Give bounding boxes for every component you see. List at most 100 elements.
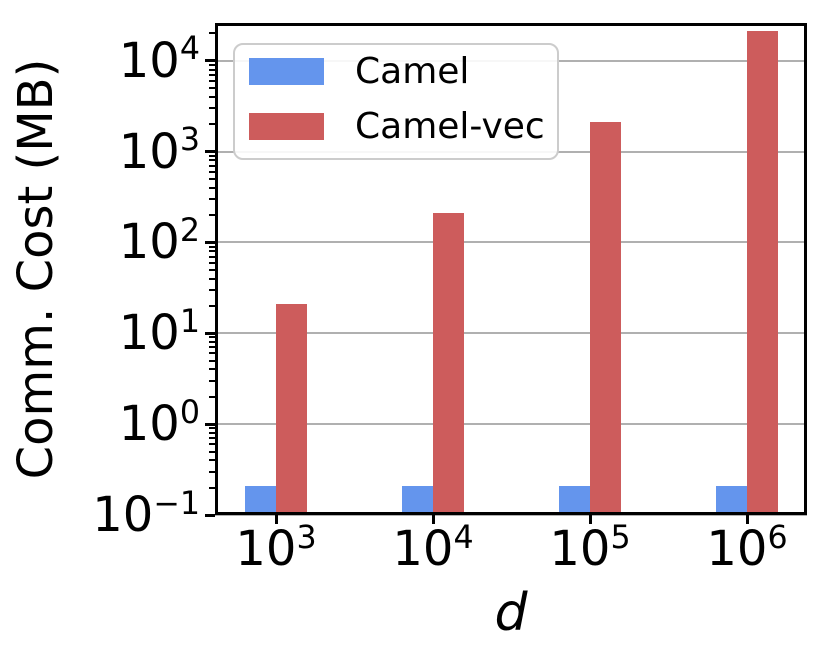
y-minor-tick bbox=[209, 450, 215, 453]
gridline-1e2 bbox=[215, 241, 807, 244]
y-minor-tick bbox=[209, 336, 215, 339]
y-minor-tick bbox=[209, 288, 215, 291]
y-minor-tick bbox=[209, 379, 215, 382]
y-tick-label-1e4-base: 10 bbox=[118, 32, 180, 89]
legend-row-0: Camel bbox=[249, 53, 557, 89]
bar-camel-10^6 bbox=[716, 485, 747, 515]
bar-camel-vec-10^4 bbox=[433, 213, 464, 515]
y-minor-tick bbox=[209, 214, 215, 217]
y-minor-tick bbox=[209, 95, 215, 98]
y-tick-label-1e1: 101 bbox=[119, 306, 200, 357]
x-major-tick-10^5 bbox=[588, 515, 592, 524]
y-tick-label-1e0: 100 bbox=[119, 397, 200, 448]
y-minor-tick bbox=[209, 427, 215, 430]
bar-camel-10^5 bbox=[559, 485, 590, 515]
y-tick-label-1e4: 104 bbox=[119, 33, 200, 84]
legend-label-camel-vec: Camel-vec bbox=[355, 105, 545, 147]
x-tick-label-10^3-base: 10 bbox=[235, 521, 297, 577]
legend-label-camel: Camel bbox=[355, 50, 470, 92]
y-minor-tick bbox=[209, 431, 215, 434]
y-minor-tick bbox=[209, 107, 215, 110]
y-major-tick-1e0 bbox=[205, 422, 215, 426]
y-tick-label-1e3-base: 10 bbox=[118, 123, 180, 180]
y-minor-tick bbox=[209, 352, 215, 355]
y-major-tick-1e3 bbox=[205, 150, 215, 154]
bar-camel-vec-10^6 bbox=[747, 31, 778, 515]
y-minor-tick bbox=[209, 486, 215, 489]
x-tick-label-10^5: 105 bbox=[549, 522, 630, 573]
x-tick-label-10^3: 103 bbox=[235, 522, 316, 573]
y-minor-tick bbox=[209, 87, 215, 90]
y-axis-label-text: Comm. Cost (MB) bbox=[8, 58, 64, 480]
y-minor-tick bbox=[209, 79, 215, 82]
x-major-tick-10^6 bbox=[745, 515, 749, 524]
x-axis-label: d bbox=[494, 583, 528, 643]
y-minor-tick bbox=[209, 368, 215, 371]
y-minor-tick bbox=[209, 32, 215, 35]
y-minor-tick bbox=[209, 170, 215, 173]
y-tick-label-1e1-exponent: 1 bbox=[179, 303, 200, 340]
y-minor-tick bbox=[209, 255, 215, 258]
y-tick-label-1e2: 102 bbox=[119, 215, 200, 266]
y-minor-tick bbox=[209, 277, 215, 280]
y-minor-tick bbox=[209, 63, 215, 66]
y-minor-tick bbox=[209, 164, 215, 167]
y-minor-tick bbox=[209, 346, 215, 349]
y-tick-label-1e2-exponent: 2 bbox=[179, 213, 200, 249]
y-major-tick-1e4 bbox=[205, 59, 215, 63]
y-tick-label-1e-1-base: 10 bbox=[92, 487, 154, 543]
y-tick-label-1e2-base: 10 bbox=[118, 214, 180, 271]
gridline-1e0 bbox=[215, 423, 807, 426]
y-minor-tick bbox=[209, 186, 215, 189]
y-tick-label-1e0-exponent: 0 bbox=[179, 394, 200, 431]
y-minor-tick bbox=[209, 123, 215, 126]
y-minor-tick bbox=[209, 250, 215, 253]
x-tick-label-10^4: 104 bbox=[392, 522, 473, 573]
y-minor-tick bbox=[209, 359, 215, 362]
y-tick-label-1e3-exponent: 3 bbox=[179, 122, 200, 159]
x-tick-label-10^6-exponent: 6 bbox=[767, 519, 788, 556]
y-minor-tick bbox=[209, 154, 215, 157]
gridline-1e-1 bbox=[215, 514, 807, 516]
bar-camel-10^4 bbox=[402, 485, 433, 515]
y-tick-label-1e3: 103 bbox=[119, 124, 200, 175]
legend-row-1: Camel-vec bbox=[249, 108, 557, 144]
y-major-tick-1e1 bbox=[205, 331, 215, 335]
y-minor-tick bbox=[209, 68, 215, 71]
y-minor-tick bbox=[209, 459, 215, 462]
y-minor-tick bbox=[209, 437, 215, 440]
y-major-tick-1e-1 bbox=[205, 513, 215, 517]
y-tick-label-1e-1: 10−1 bbox=[92, 488, 200, 539]
y-minor-tick bbox=[209, 470, 215, 473]
y-minor-tick bbox=[209, 268, 215, 271]
y-tick-label-1e1-base: 10 bbox=[118, 305, 180, 362]
y-minor-tick bbox=[209, 198, 215, 201]
plot-area: 10−1 100 101 102 103 104 103 104 105 106 Camel Ca… bbox=[92, 23, 807, 573]
legend-swatch-camel-vec bbox=[249, 113, 324, 140]
legend-swatch-camel bbox=[249, 58, 324, 85]
y-tick-label-1e-1-exponent: −1 bbox=[153, 485, 200, 522]
y-minor-tick bbox=[209, 73, 215, 76]
gridline-1e1 bbox=[215, 332, 807, 335]
y-minor-tick bbox=[209, 159, 215, 162]
y-tick-label-1e0-base: 10 bbox=[118, 396, 180, 453]
bar-camel-vec-10^3 bbox=[276, 304, 307, 515]
y-minor-tick bbox=[209, 341, 215, 344]
y-major-tick-1e2 bbox=[205, 240, 215, 244]
y-minor-tick bbox=[209, 177, 215, 180]
x-major-tick-10^3 bbox=[274, 515, 278, 524]
y-minor-tick bbox=[209, 443, 215, 446]
y-tick-label-1e4-exponent: 4 bbox=[179, 31, 200, 68]
y-minor-tick bbox=[209, 395, 215, 398]
x-major-tick-10^4 bbox=[431, 515, 435, 524]
x-tick-label-10^3-exponent: 3 bbox=[296, 519, 317, 556]
x-tick-label-10^5-exponent: 5 bbox=[610, 519, 631, 556]
legend: Camel Camel-vec bbox=[233, 43, 559, 160]
x-tick-label-10^6-base: 10 bbox=[706, 521, 768, 577]
bar-camel-10^3 bbox=[245, 485, 276, 515]
bar-camel-vec-10^5 bbox=[590, 122, 621, 515]
y-minor-tick bbox=[209, 245, 215, 248]
x-tick-label-10^4-base: 10 bbox=[392, 521, 454, 577]
x-tick-label-10^4-exponent: 4 bbox=[453, 519, 474, 556]
x-tick-label-10^5-base: 10 bbox=[549, 521, 611, 577]
